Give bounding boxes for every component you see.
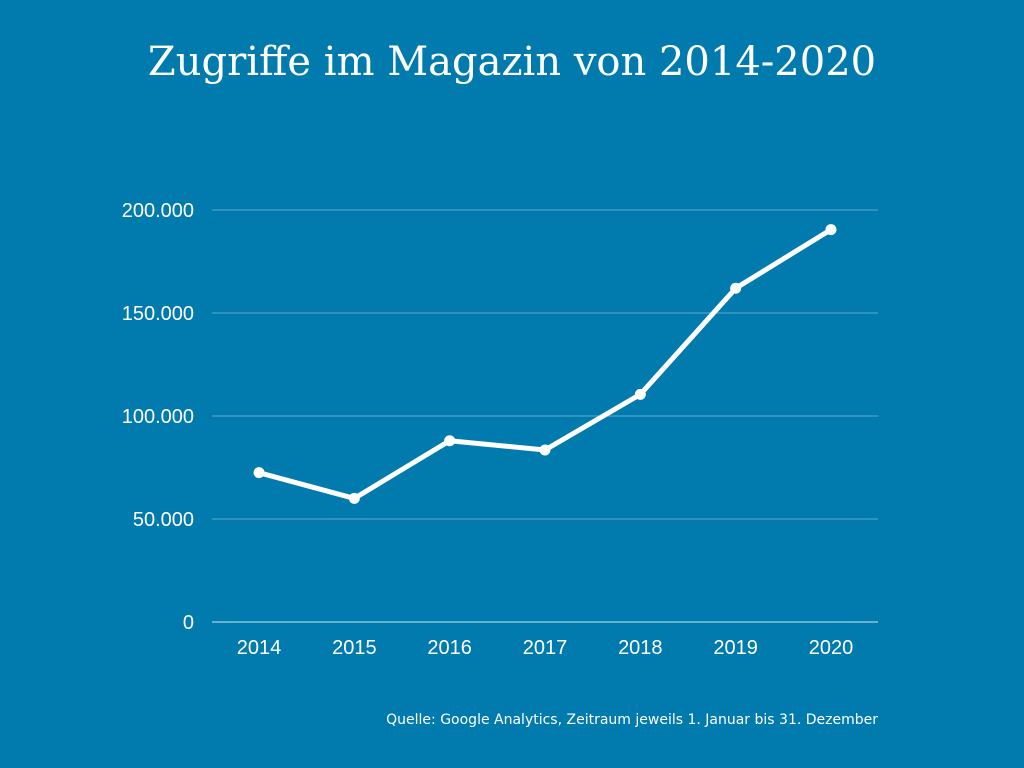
x-tick-label: 2014 — [237, 637, 282, 659]
y-axis-tick-labels: 0 50.000 100.000 150.000 200.000 — [122, 200, 194, 634]
x-axis-tick-labels: 2014 2015 2016 2017 2018 2019 2020 — [237, 637, 853, 659]
y-tick-label: 0 — [183, 612, 194, 634]
data-point — [539, 444, 551, 456]
y-tick-label: 50.000 — [133, 509, 194, 531]
y-tick-label: 200.000 — [122, 200, 194, 222]
x-tick-label: 2020 — [809, 637, 854, 659]
series-line — [256, 227, 834, 501]
data-point — [730, 282, 742, 294]
y-tick-label: 150.000 — [122, 303, 194, 325]
series-layer — [253, 224, 837, 504]
x-tick-label: 2016 — [427, 637, 472, 659]
x-tick-label: 2017 — [523, 637, 568, 659]
x-tick-label: 2015 — [332, 637, 377, 659]
data-point — [253, 467, 265, 479]
y-tick-label: 100.000 — [122, 406, 194, 428]
x-tick-label: 2018 — [618, 637, 663, 659]
data-point — [348, 492, 360, 504]
data-point — [444, 435, 456, 447]
chart-title: Zugriffe im Magazin von 2014-2020 — [147, 39, 877, 85]
data-point — [825, 224, 837, 236]
grid-lines — [212, 209, 878, 623]
source-note: Quelle: Google Analytics, Zeitraum jewei… — [386, 712, 878, 728]
x-tick-label: 2019 — [713, 637, 758, 659]
data-point — [634, 388, 646, 400]
